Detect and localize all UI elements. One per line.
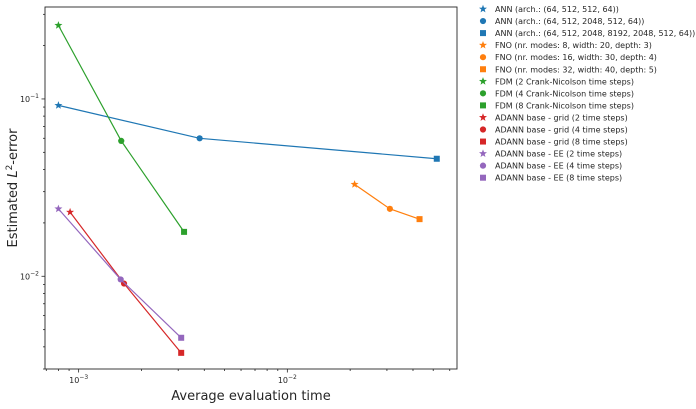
legend-marker-circle <box>479 162 487 169</box>
data-point-fdm-3 <box>181 228 188 235</box>
legend-marker-star <box>479 40 487 49</box>
legend-item: FDM (4 Crank-Nicolson time steps) <box>479 89 634 98</box>
legend-item: ANN (arch.: (64, 512, 2048, 512, 64)) <box>479 17 644 26</box>
x-tick-label: 10−3 <box>69 374 88 385</box>
data-point-adann-base-ee-2 <box>117 276 124 283</box>
legend-item: ANN (arch.: (64, 512, 2048, 8192, 2048, … <box>480 29 695 38</box>
legend-item: ADANN base - EE (2 time steps) <box>479 149 622 159</box>
y-axis-label-math: L <box>6 170 21 177</box>
data-point-fno-3 <box>416 216 423 223</box>
legend-marker-star <box>479 149 487 157</box>
legend-label: ANN (arch.: (64, 512, 2048, 8192, 2048, … <box>495 29 695 38</box>
y-axis-label-suffix: -error <box>6 128 21 165</box>
legend-item: ADANN base - grid (4 time steps) <box>479 126 628 135</box>
legend-item: FDM (8 Crank-Nicolson time steps) <box>480 101 634 110</box>
legend-label: FNO (nr. modes: 32, width: 40, depth: 5) <box>495 65 657 74</box>
data-point-adann-base-ee-3 <box>178 334 185 341</box>
legend-item: ANN (arch.: (64, 512, 512, 64)) <box>479 4 619 14</box>
y-axis-label: Estimated L2-error <box>5 128 21 248</box>
legend-marker-square <box>480 102 486 109</box>
legend-marker-circle <box>479 126 487 133</box>
legend-marker-star <box>479 4 487 13</box>
series-fdm <box>54 21 188 235</box>
legend-item: FNO (nr. modes: 16, width: 30, depth: 4) <box>479 53 657 62</box>
data-point-ann-2 <box>196 135 203 142</box>
data-point-ann-3 <box>433 155 440 162</box>
y-tick-label: 10−1 <box>20 93 39 104</box>
legend-item: ADANN base - EE (8 time steps) <box>480 174 622 183</box>
legend-item: FNO (nr. modes: 8, width: 20, depth: 3) <box>479 40 652 50</box>
legend-marker-star <box>479 113 487 121</box>
legend-label: ADANN base - EE (2 time steps) <box>495 150 622 159</box>
data-point-fdm-2 <box>118 137 125 144</box>
legend-marker-circle <box>479 54 487 61</box>
y-axis-label-prefix: Estimated <box>6 178 21 248</box>
legend-marker-circle <box>479 17 487 25</box>
y-tick-label: 10−2 <box>20 270 39 281</box>
data-point-fdm-1 <box>54 21 63 29</box>
data-point-adann-base-ee-1 <box>54 204 63 213</box>
data-point-fno-1 <box>350 180 359 188</box>
series-ann <box>54 101 440 162</box>
legend-label: FDM (4 Crank-Nicolson time steps) <box>495 89 634 98</box>
series-adann-base-ee <box>54 204 185 341</box>
data-point-adann-base-grid-1 <box>66 207 75 216</box>
plot-area <box>44 6 458 370</box>
legend-marker-square <box>480 66 486 73</box>
legend-label: ANN (arch.: (64, 512, 512, 64)) <box>495 5 619 14</box>
legend-label: ANN (arch.: (64, 512, 2048, 512, 64)) <box>495 17 644 26</box>
series-layer <box>54 21 440 356</box>
legend-label: FDM (2 Crank-Nicolson time steps) <box>495 77 634 86</box>
legend-label: FDM (8 Crank-Nicolson time steps) <box>495 101 634 110</box>
legend-label: ADANN base - grid (2 time steps) <box>495 113 628 122</box>
data-point-ann-1 <box>54 101 63 109</box>
legend: ANN (arch.: (64, 512, 512, 64)) ANN (arch… <box>479 4 695 183</box>
data-point-adann-base-grid-3 <box>178 349 185 356</box>
data-point-fno-2 <box>386 205 393 212</box>
legend-marker-circle <box>479 90 487 97</box>
legend-item: FDM (2 Crank-Nicolson time steps) <box>479 77 634 86</box>
legend-label: ADANN base - EE (8 time steps) <box>495 174 622 183</box>
legend-item: ADANN base - grid (8 time steps) <box>480 138 628 147</box>
legend-item: ADANN base - grid (2 time steps) <box>479 113 628 122</box>
tick-layer: 10−3 10−2 10−2 10−1 <box>20 13 451 385</box>
legend-label: FNO (nr. modes: 8, width: 20, depth: 3) <box>495 41 652 50</box>
legend-label: FNO (nr. modes: 16, width: 30, depth: 4) <box>495 53 657 62</box>
legend-marker-square <box>480 174 486 181</box>
legend-label: ADANN base - grid (8 time steps) <box>495 138 628 147</box>
legend-item: ADANN base - EE (4 time steps) <box>479 162 622 171</box>
y-axis-label-sup: 2 <box>5 165 15 171</box>
legend-item: FNO (nr. modes: 32, width: 40, depth: 5) <box>480 65 657 74</box>
legend-marker-square <box>480 30 486 37</box>
x-tick-label: 10−2 <box>278 374 297 385</box>
legend-label: ADANN base - grid (4 time steps) <box>495 126 628 135</box>
legend-marker-star <box>479 77 487 85</box>
series-fno <box>350 180 423 223</box>
legend-label: ADANN base - EE (4 time steps) <box>495 162 622 171</box>
legend-marker-square <box>480 138 486 145</box>
x-axis-label: Average evaluation time <box>171 389 330 404</box>
